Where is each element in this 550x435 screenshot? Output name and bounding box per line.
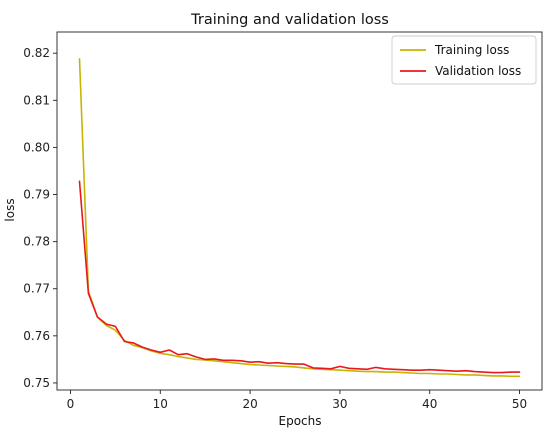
y-tick-label: 0.77	[23, 282, 50, 296]
y-tick-label: 0.78	[23, 235, 50, 249]
legend-label-validation-loss: Validation loss	[435, 64, 521, 78]
y-tick-label: 0.80	[23, 140, 50, 154]
legend: Training loss Validation loss	[391, 35, 537, 85]
chart-title: Training and validation loss	[190, 12, 389, 28]
plot-background	[57, 32, 542, 390]
x-tick-label: 30	[332, 397, 347, 411]
legend-label-training-loss: Training loss	[434, 43, 509, 57]
y-tick-label: 0.75	[23, 376, 50, 390]
y-tick-label: 0.82	[23, 46, 50, 60]
x-tick-label: 20	[242, 397, 257, 411]
y-tick-label: 0.79	[23, 188, 50, 202]
series-line-validation-loss	[78, 180, 521, 374]
x-tick-label: 0	[67, 397, 75, 411]
legend-box	[391, 35, 537, 85]
series-layer	[78, 58, 521, 378]
y-tick-label: 0.76	[23, 329, 50, 343]
x-tick-label: 40	[422, 397, 437, 411]
series-line-training-loss	[78, 58, 521, 378]
axes-frame	[56, 31, 543, 391]
axes-layer: 0 10 20 30 40 50 0.75 0.76 0.77 0.78 0.79 0.80 0.81 0…	[23, 31, 543, 411]
x-tick-label: 50	[512, 397, 527, 411]
plot-area	[57, 32, 542, 390]
y-axis-label: loss	[3, 198, 17, 221]
y-tick-label: 0.81	[23, 93, 50, 107]
x-tick-label: 10	[153, 397, 168, 411]
x-axis-label: Epochs	[279, 414, 322, 428]
